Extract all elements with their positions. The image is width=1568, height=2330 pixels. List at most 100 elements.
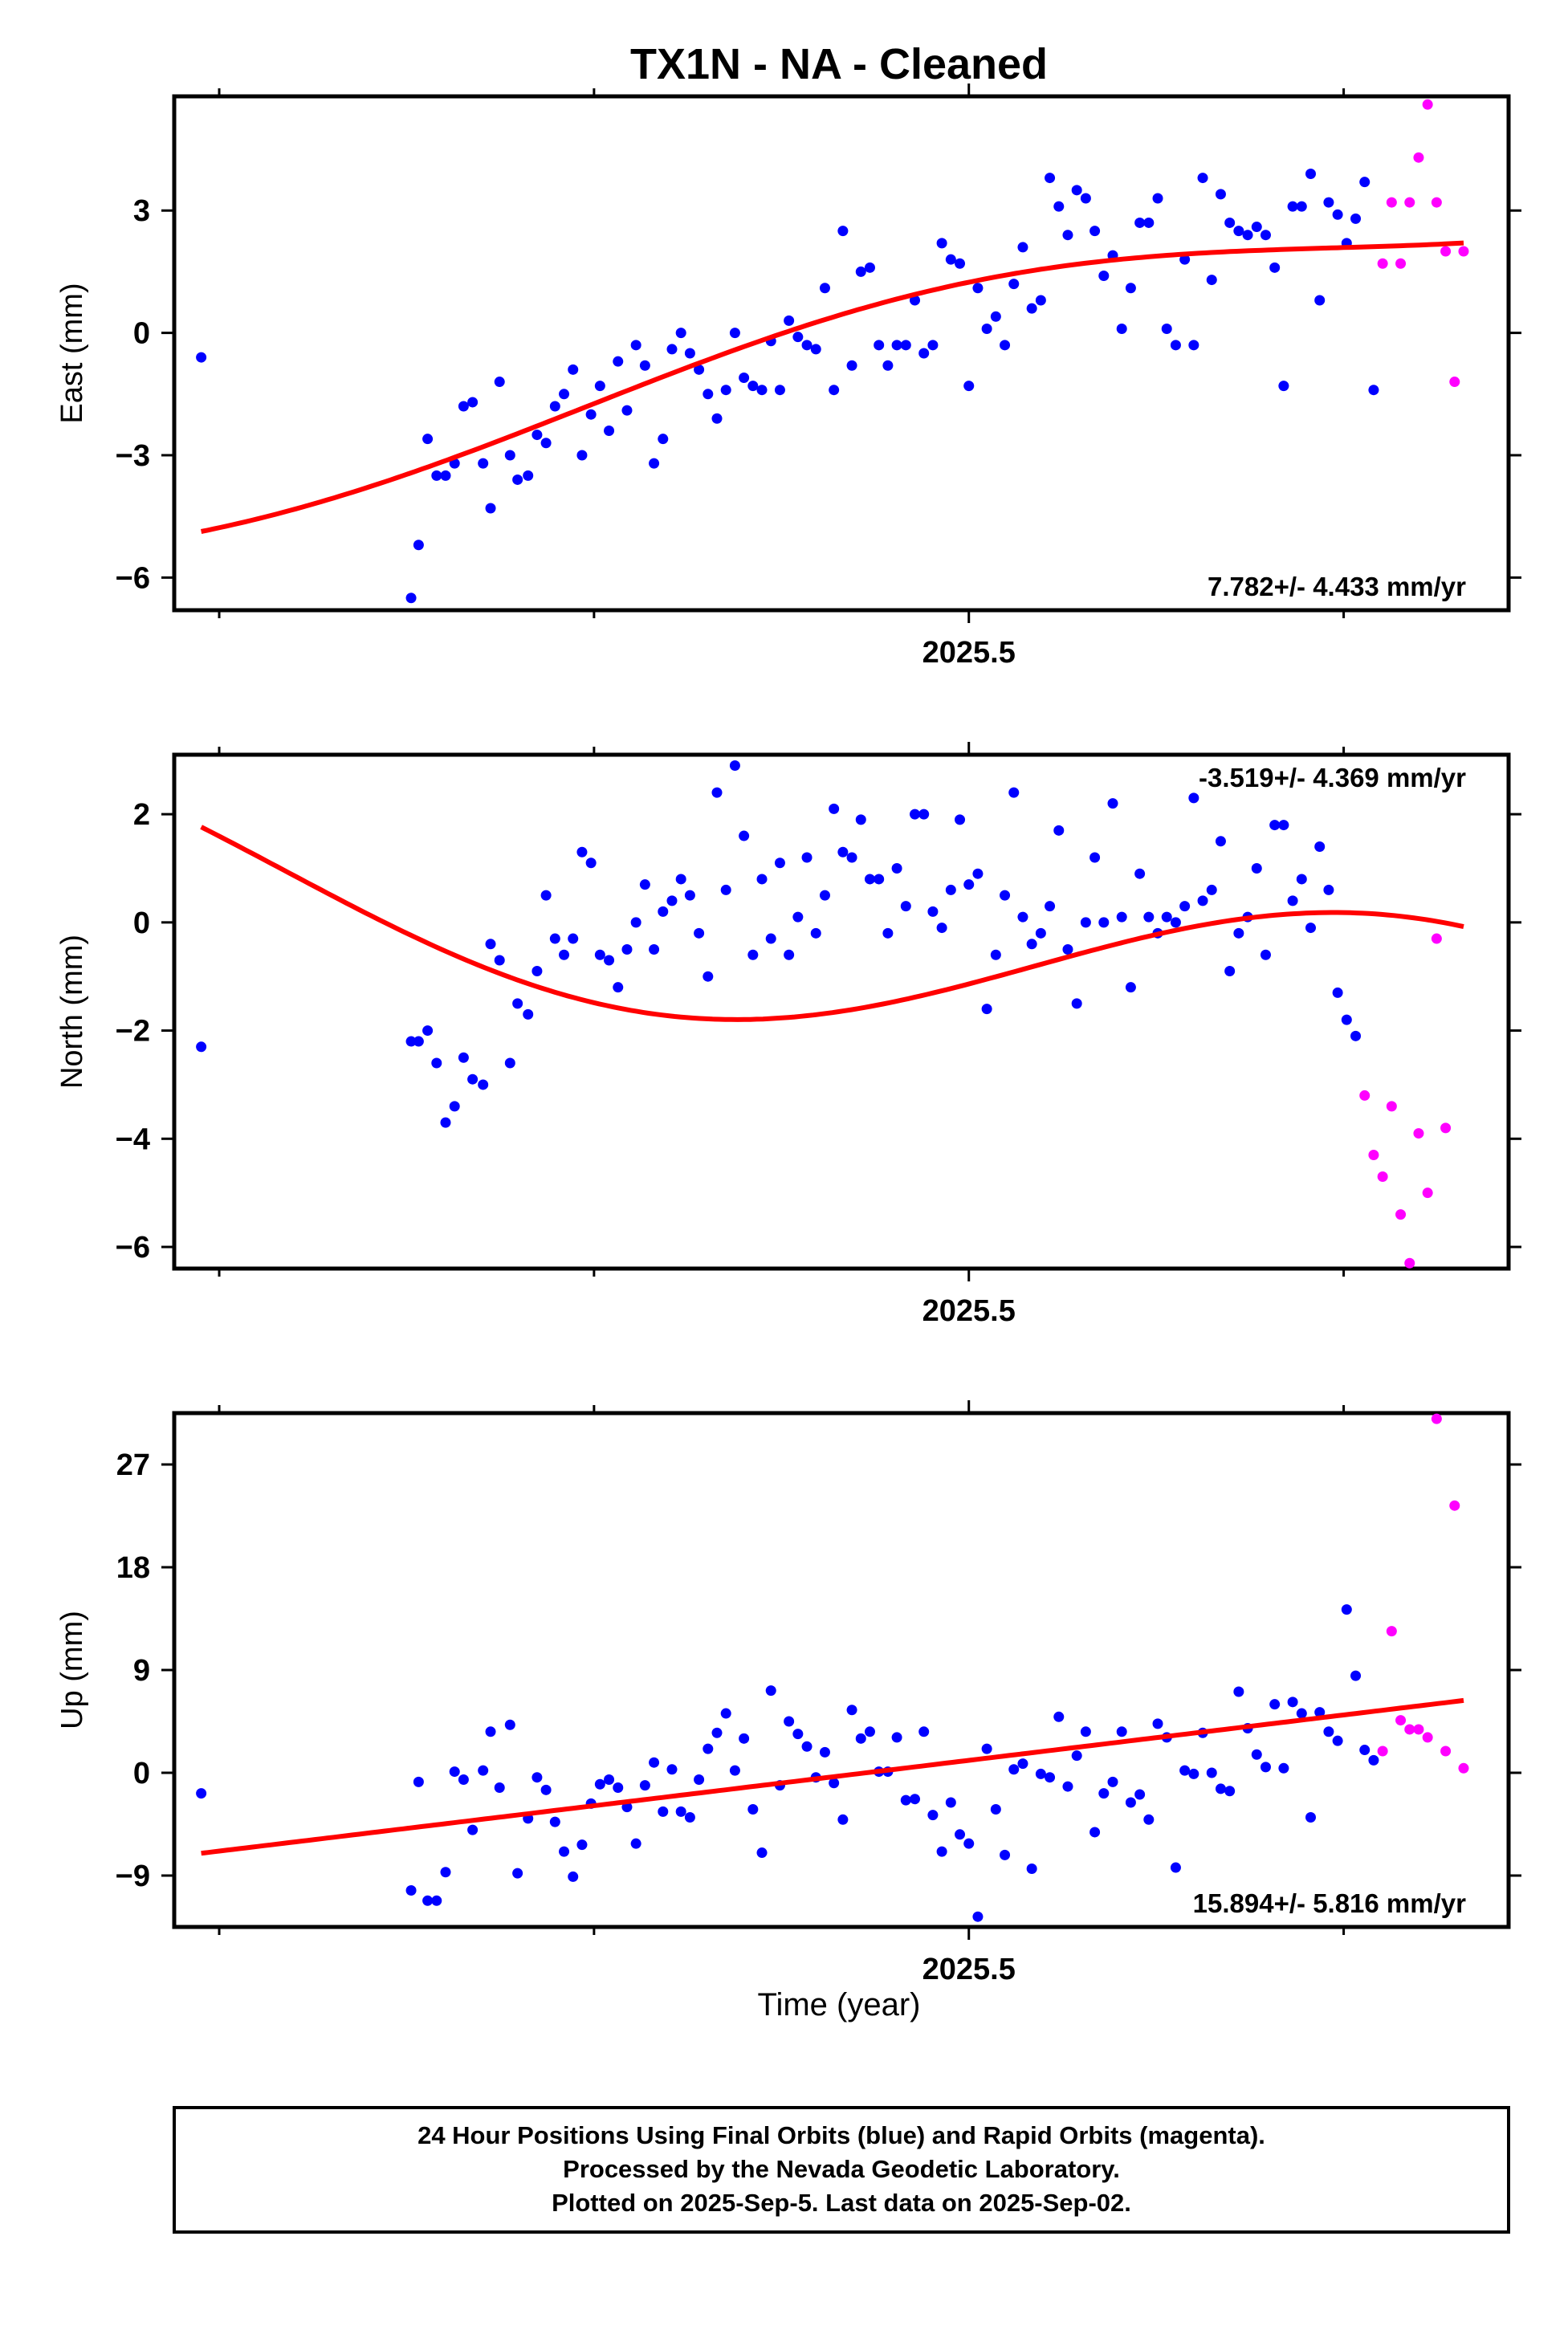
- data-point-final: [918, 809, 930, 820]
- y-tick-label: 0: [133, 317, 150, 351]
- data-point-final: [1035, 1768, 1046, 1779]
- data-point-final: [981, 324, 992, 335]
- data-point-final: [504, 450, 515, 461]
- data-point-final: [1305, 923, 1317, 934]
- data-point-final: [478, 458, 489, 469]
- data-point-rapid: [1440, 246, 1452, 257]
- data-point-final: [666, 1764, 678, 1775]
- data-point-rapid: [1404, 197, 1415, 208]
- data-point-final: [819, 890, 830, 901]
- data-point-rapid: [1386, 1626, 1397, 1637]
- data-point-final: [1350, 1670, 1362, 1681]
- data-point-final: [739, 830, 750, 841]
- data-point-final: [990, 1804, 1001, 1815]
- data-point-final: [512, 998, 523, 1009]
- footer-line-3: Plotted on 2025-Sep-5. Last data on 2025…: [552, 2189, 1131, 2217]
- data-point-final: [837, 226, 849, 237]
- data-point-final: [1233, 927, 1244, 939]
- data-point-final: [1026, 1863, 1037, 1874]
- data-point-final: [1269, 1699, 1281, 1710]
- data-point-final: [1045, 173, 1056, 184]
- data-point-final: [1000, 340, 1011, 351]
- data-point-final: [494, 1782, 505, 1793]
- data-point-final: [792, 1729, 804, 1740]
- data-point-final: [630, 340, 641, 351]
- data-point-final: [1000, 1849, 1011, 1860]
- data-point-final: [1332, 987, 1343, 998]
- data-point-final: [1089, 1827, 1101, 1838]
- data-point-final: [1116, 324, 1127, 335]
- data-point-rapid: [1377, 258, 1388, 269]
- data-point-final: [613, 982, 624, 993]
- data-point-final: [1314, 841, 1326, 853]
- data-point-final: [1359, 1745, 1370, 1756]
- data-point-final: [945, 1797, 956, 1808]
- data-point-final: [729, 1765, 740, 1776]
- data-point-final: [531, 430, 543, 441]
- data-point-final: [523, 1008, 534, 1020]
- data-point-final: [972, 1911, 984, 1922]
- data-point-final: [675, 1806, 686, 1817]
- data-point-final: [1152, 193, 1163, 204]
- data-point-rapid: [1395, 1209, 1407, 1220]
- data-point-final: [675, 874, 686, 885]
- data-point-final: [594, 381, 605, 392]
- data-point-final: [837, 1814, 849, 1825]
- data-point-final: [936, 923, 947, 934]
- data-point-final: [1332, 209, 1343, 220]
- data-point-rapid: [1404, 1724, 1415, 1735]
- data-point-final: [829, 803, 840, 814]
- data-point-final: [684, 1811, 695, 1823]
- data-point-rapid: [1449, 1500, 1460, 1511]
- data-point-final: [604, 426, 615, 437]
- y-axis-label: Up (mm): [55, 1611, 89, 1729]
- data-point-final: [559, 1846, 570, 1857]
- data-point-final: [1008, 279, 1020, 290]
- footer-box: 24 Hour Positions Using Final Orbits (bl…: [173, 2106, 1510, 2234]
- data-point-final: [900, 340, 911, 351]
- data-point-final: [1143, 217, 1155, 228]
- data-point-final: [945, 254, 956, 265]
- data-point-final: [864, 874, 875, 885]
- data-point-final: [1305, 1811, 1317, 1823]
- data-point-final: [431, 470, 442, 481]
- data-point-final: [639, 1780, 650, 1791]
- data-point-final: [1053, 201, 1065, 212]
- data-point-final: [1089, 852, 1101, 863]
- data-point-final: [1143, 911, 1155, 923]
- data-point-final: [1098, 1788, 1110, 1799]
- data-point-final: [1260, 230, 1271, 241]
- data-point-final: [1368, 385, 1379, 396]
- data-point-final: [1026, 303, 1037, 314]
- panel-2: 2 0 −2 −4 −6 2025.5 North (mm) -3.519+/- 4.369 …: [55, 742, 1521, 1328]
- data-point-final: [1098, 917, 1110, 928]
- data-point-final: [1062, 944, 1073, 955]
- y-tick-label: 0: [133, 1757, 150, 1790]
- x-axis-label: Time (year): [758, 1987, 921, 2022]
- data-point-final: [846, 852, 857, 863]
- data-point-final: [864, 1726, 875, 1737]
- plot-frame: [172, 752, 1511, 1271]
- data-point-final: [711, 413, 723, 424]
- data-point-final: [882, 360, 894, 371]
- data-point-final: [458, 1774, 469, 1786]
- data-point-final: [613, 356, 624, 367]
- data-point-final: [837, 846, 849, 857]
- data-point-final: [512, 474, 523, 485]
- data-point-final: [196, 1788, 207, 1799]
- series-final-orbits: [196, 760, 1362, 1128]
- data-point-final: [467, 1073, 479, 1085]
- data-point-final: [963, 879, 975, 890]
- data-point-final: [494, 377, 505, 388]
- y-axis-label: East (mm): [55, 283, 89, 423]
- data-point-final: [531, 1772, 543, 1783]
- panel-1: 3 0 −3 −6 2025.5 East (mm) 7.782+/- 4.433 mm/y…: [55, 84, 1521, 670]
- plot-frame: [172, 1411, 1511, 1929]
- data-point-final: [1233, 226, 1244, 237]
- data-point-rapid: [1422, 1732, 1433, 1743]
- data-point-final: [684, 348, 695, 359]
- data-point-final: [549, 1816, 560, 1827]
- data-point-final: [1296, 1708, 1307, 1719]
- data-point-final: [1233, 1686, 1244, 1697]
- data-point-final: [1107, 798, 1118, 809]
